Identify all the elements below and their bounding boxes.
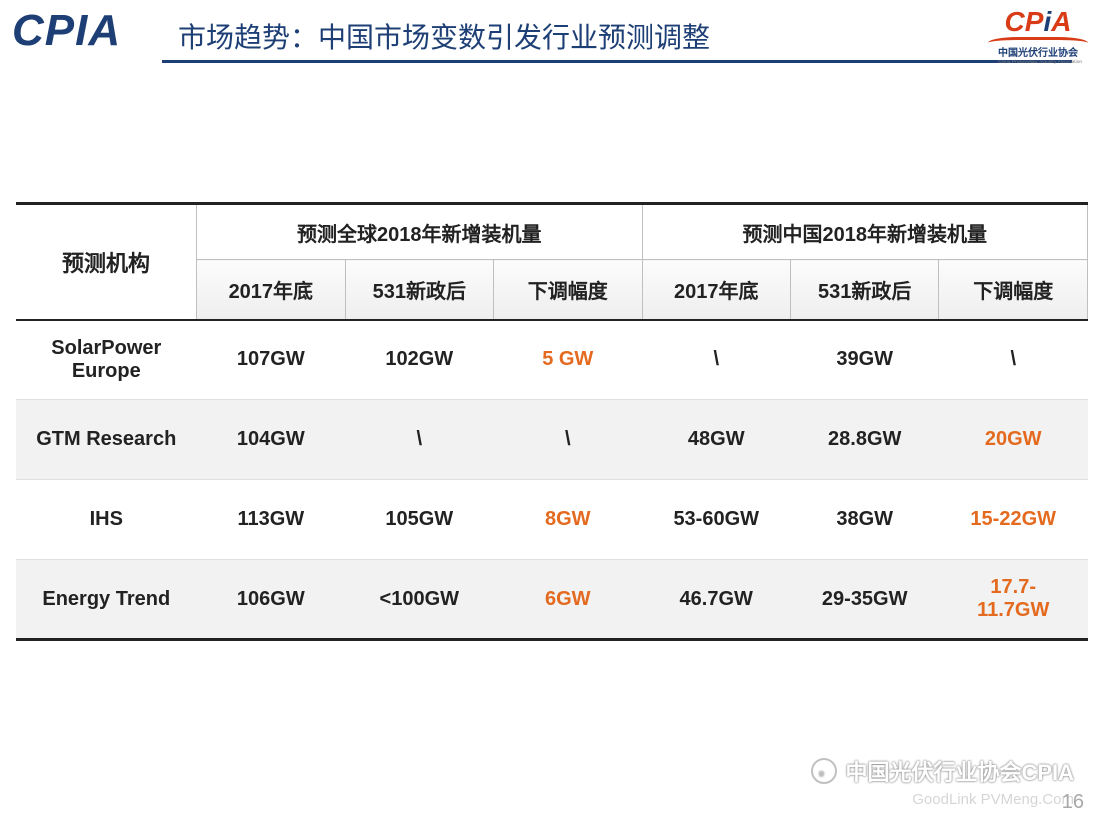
table-row: GTM Research104GW\\48GW28.8GW20GW	[16, 400, 1088, 480]
cell-value: 39GW	[790, 320, 938, 400]
logo-right: CPiA 中国光伏行业协会 China Photovoltaic Industr…	[988, 8, 1088, 65]
logo-right-arc-icon	[988, 37, 1088, 43]
th-sub: 2017年底	[197, 260, 345, 320]
logo-right-subtitle: 中国光伏行业协会	[988, 44, 1088, 59]
logo-right-text: CPiA	[988, 8, 1088, 36]
cell-value: \	[939, 320, 1088, 400]
cell-value: <100GW	[345, 560, 493, 640]
table-row: Energy Trend106GW<100GW6GW46.7GW29-35GW1…	[16, 560, 1088, 640]
table-row: IHS113GW105GW8GW53-60GW38GW15-22GW	[16, 480, 1088, 560]
cell-value: 20GW	[939, 400, 1088, 480]
cell-value: 104GW	[197, 400, 345, 480]
logo-right-subtitle-en: China Photovoltaic Industry Association	[998, 60, 1078, 65]
footer-credit-text: 中国光伏行业协会CPIA	[845, 755, 1074, 787]
cell-value: \	[642, 320, 790, 400]
cell-value: 102GW	[345, 320, 493, 400]
cell-value: 28.8GW	[790, 400, 938, 480]
table-row: SolarPowerEurope107GW102GW5 GW\39GW\	[16, 320, 1088, 400]
th-org: 预测机构	[16, 204, 197, 320]
cell-value: 17.7-11.7GW	[939, 560, 1088, 640]
footer: 中国光伏行业协会CPIA GoodLink PVMeng.Com	[811, 755, 1074, 808]
th-sub: 531新政后	[345, 260, 493, 320]
cell-value: 107GW	[197, 320, 345, 400]
cell-value: 105GW	[345, 480, 493, 560]
page-number: 16	[1062, 791, 1084, 814]
footer-link: GoodLink PVMeng.Com	[811, 791, 1074, 808]
cell-value: 29-35GW	[790, 560, 938, 640]
cell-value: 106GW	[197, 560, 345, 640]
logo-right-post: A	[1051, 6, 1071, 37]
cell-value: 113GW	[197, 480, 345, 560]
th-sub: 下调幅度	[939, 260, 1088, 320]
cell-org: IHS	[16, 480, 197, 560]
cell-org: Energy Trend	[16, 560, 197, 640]
cell-value: 5 GW	[494, 320, 642, 400]
cell-value: \	[345, 400, 493, 480]
cell-value: 15-22GW	[939, 480, 1088, 560]
cell-org: SolarPowerEurope	[16, 320, 197, 400]
wechat-icon	[811, 758, 837, 784]
slide-title: 市场趋势：中国市场变数引发行业预测调整	[178, 16, 710, 56]
cell-value: 8GW	[494, 480, 642, 560]
title-underline	[162, 60, 1072, 63]
table-body: SolarPowerEurope107GW102GW5 GW\39GW\GTM …	[16, 320, 1088, 640]
th-sub: 2017年底	[642, 260, 790, 320]
cell-value: 48GW	[642, 400, 790, 480]
cell-value: \	[494, 400, 642, 480]
cell-value: 38GW	[790, 480, 938, 560]
logo-left: CPIA	[12, 6, 121, 56]
footer-credit: 中国光伏行业协会CPIA	[811, 755, 1074, 787]
th-sub: 531新政后	[790, 260, 938, 320]
slide-header: CPIA 市场趋势：中国市场变数引发行业预测调整 CPiA 中国光伏行业协会 C…	[0, 0, 1106, 72]
cell-value: 53-60GW	[642, 480, 790, 560]
forecast-table: 预测机构 预测全球2018年新增装机量 预测中国2018年新增装机量 2017年…	[16, 202, 1088, 641]
th-sub: 下调幅度	[494, 260, 642, 320]
cell-value: 6GW	[494, 560, 642, 640]
cell-value: 46.7GW	[642, 560, 790, 640]
cell-org: GTM Research	[16, 400, 197, 480]
th-group-china: 预测中国2018年新增装机量	[642, 204, 1088, 260]
th-group-global: 预测全球2018年新增装机量	[197, 204, 642, 260]
logo-right-pre: CP	[1005, 6, 1044, 37]
forecast-table-container: 预测机构 预测全球2018年新增装机量 预测中国2018年新增装机量 2017年…	[16, 202, 1088, 641]
